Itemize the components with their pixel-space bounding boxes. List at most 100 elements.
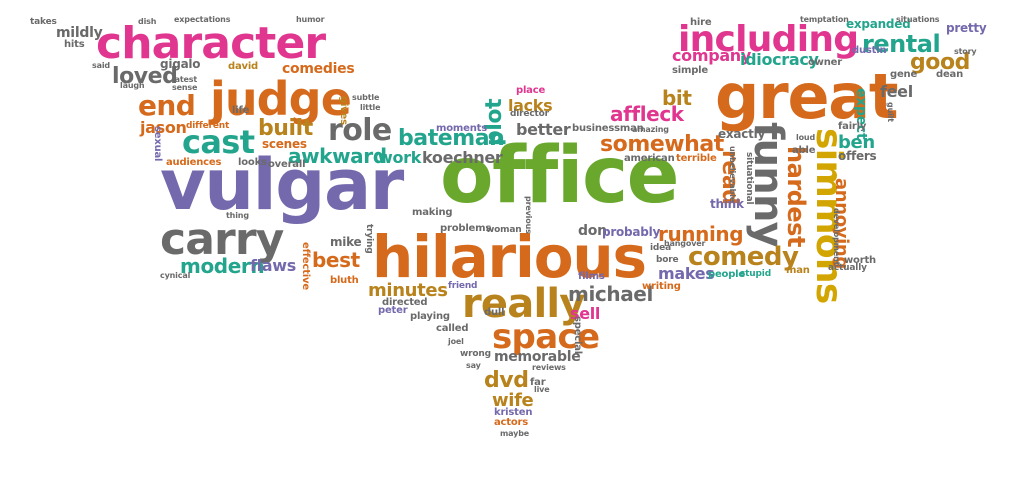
word-dish: dish — [138, 17, 157, 26]
word-cast: cast — [182, 123, 255, 161]
word-different: different — [186, 121, 230, 131]
word-hardest: hardest — [782, 146, 810, 247]
word-comedy: comedy — [688, 242, 799, 272]
word-special: special — [572, 316, 583, 355]
word-somewhat: somewhat — [600, 132, 724, 157]
word-gene: gene — [890, 69, 918, 80]
word-people: people — [708, 269, 745, 280]
word-michael: michael — [568, 282, 653, 306]
word-subtle: subtle — [352, 93, 380, 102]
word-problems: problems — [440, 223, 492, 234]
word-worth: worth — [844, 255, 876, 266]
word-loud: loud — [796, 133, 816, 142]
word-built: built — [258, 116, 313, 141]
word-exactly: exactly — [718, 127, 766, 141]
word-friend: friend — [448, 281, 478, 291]
word-idiocracy: idiocracy — [740, 50, 819, 69]
word-good: good — [910, 50, 970, 75]
word-latest: latest — [172, 75, 198, 84]
word-hire: hire — [690, 17, 712, 28]
word-live: live — [534, 385, 550, 394]
word-effective: effective — [300, 242, 311, 290]
word-minutes: minutes — [368, 280, 448, 301]
word-bateman: bateman — [398, 126, 505, 151]
word-films: films — [578, 271, 605, 282]
word-temptation: temptation — [800, 15, 849, 24]
word-vulgar: vulgar — [160, 144, 404, 226]
word-looks: looks — [238, 157, 267, 168]
word-sense: sense — [172, 83, 198, 92]
word-dean: dean — [936, 69, 964, 80]
word-dull: dull — [484, 307, 505, 318]
word-don: don — [578, 223, 607, 239]
word-company: company — [672, 46, 751, 65]
word-end: end — [138, 89, 196, 122]
word-director: director — [510, 109, 549, 119]
word-dvd: dvd — [484, 368, 529, 393]
word-jason: jason — [140, 118, 187, 137]
word-joel: joel — [448, 337, 464, 346]
word-bore: bore — [656, 255, 679, 265]
word-judge: judge — [210, 72, 352, 126]
word-fairly: fairly — [838, 121, 867, 132]
word-probably: probably — [602, 225, 661, 239]
word-maybe: maybe — [500, 429, 530, 438]
word-offers: offers — [838, 149, 877, 163]
word-best: best — [312, 248, 360, 272]
word-really: really — [462, 281, 585, 327]
word-simple: simple — [672, 65, 708, 76]
word-life: life — [232, 105, 250, 116]
word-audiences: audiences — [166, 157, 222, 168]
word-wrong: wrong — [460, 349, 491, 359]
word-making: making — [412, 207, 453, 218]
word-takes: takes — [30, 17, 57, 27]
word-ben: ben — [838, 132, 875, 153]
word-idea: idea — [650, 243, 671, 253]
word-memorable: memorable — [494, 349, 581, 365]
word-able: able — [792, 145, 816, 156]
word-office: office — [440, 131, 680, 221]
word-reviews: reviews — [532, 363, 566, 372]
word-awkward: awkward — [288, 144, 387, 168]
word-little: little — [360, 103, 381, 112]
word-say: say — [466, 361, 481, 370]
word-space: space — [492, 317, 600, 357]
word-hangover: hangover — [664, 239, 706, 248]
word-mike: mike — [330, 235, 362, 249]
word-trying: trying — [364, 224, 374, 254]
word-called: called — [436, 323, 469, 334]
word-hilarious: hilarious — [372, 223, 647, 291]
word-role: role — [328, 113, 392, 148]
word-cynical: cynical — [160, 271, 191, 280]
word-unbelievable: unbelievable — [728, 146, 737, 203]
word-dustin: dustin — [852, 45, 887, 56]
word-gigalo: gigalo — [160, 57, 201, 71]
word-sexual: sexual — [152, 126, 163, 162]
word-loved: loved — [112, 64, 178, 89]
word-businessman: businessman — [572, 123, 644, 134]
word-expanded: expanded — [846, 17, 911, 31]
word-woman: woman — [486, 225, 522, 235]
word-sell: sell — [570, 304, 601, 323]
word-pretty: pretty — [946, 21, 987, 35]
word-owner: owner — [808, 57, 842, 68]
word-laugh: laugh — [120, 81, 145, 90]
word-great: great — [715, 60, 899, 133]
word-stupid: stupid — [740, 269, 771, 279]
word-expectations: expectations — [174, 15, 231, 24]
word-story: story — [954, 47, 977, 56]
word-makes: makes — [658, 264, 715, 283]
word-kristen: kristen — [494, 407, 533, 418]
word-rental: rental — [862, 30, 941, 58]
word-mildly: mildly — [56, 25, 103, 41]
word-comedies: comedies — [282, 61, 355, 77]
word-including: including — [678, 19, 859, 60]
word-moments: moments — [436, 123, 487, 134]
word-actors: actors — [494, 417, 529, 428]
word-lacks: lacks — [508, 96, 553, 115]
word-plot: plot — [482, 98, 507, 146]
word-better: better — [516, 120, 571, 139]
word-actually: actually — [828, 263, 867, 273]
word-wife: wife — [492, 390, 534, 411]
